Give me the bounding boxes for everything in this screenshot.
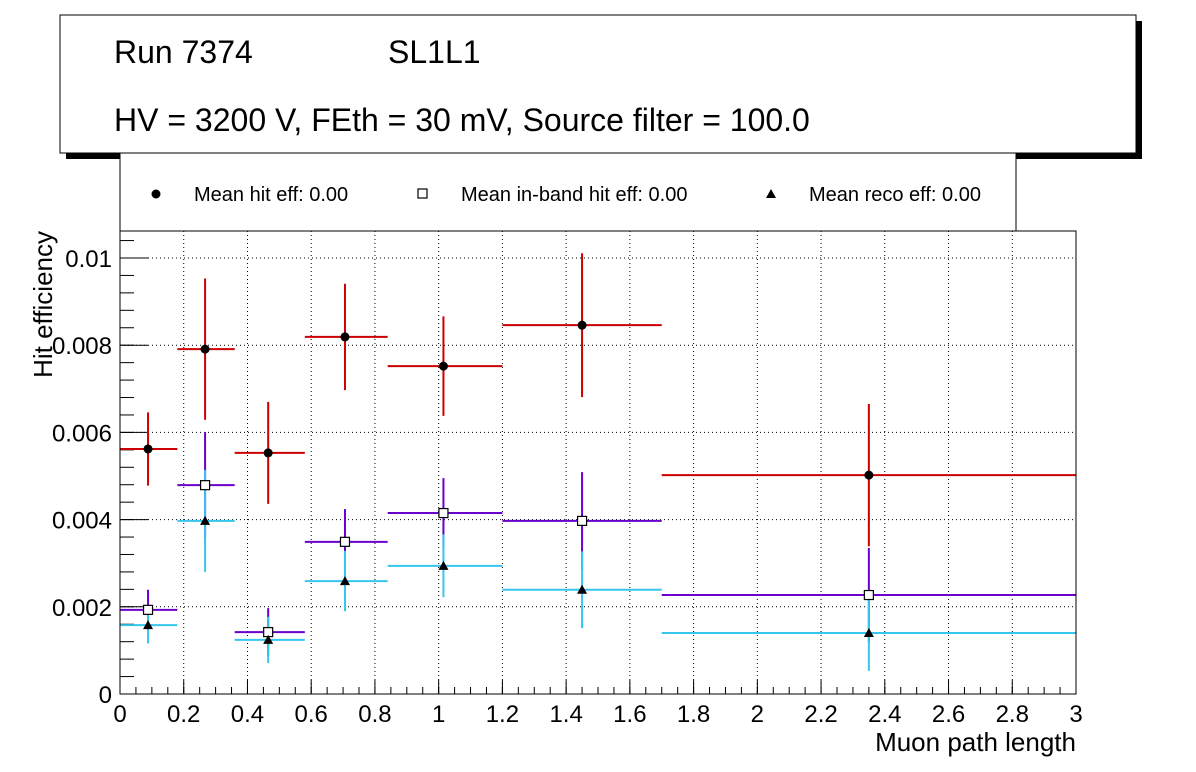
x-tick-label: 0	[113, 701, 126, 728]
y-tick-label: 0.004	[52, 508, 112, 535]
x-tick-label: 1.8	[677, 701, 710, 728]
x-tick-label: 2.6	[932, 701, 965, 728]
markers-1	[142, 480, 874, 638]
markers-0	[143, 320, 874, 480]
x-tick-label: 2	[751, 701, 764, 728]
data-point-reco	[438, 560, 449, 570]
legend-label-reco: Mean reco eff: 0.00	[809, 184, 981, 206]
data-point-reco	[863, 627, 874, 637]
y-tick-label: 0.002	[52, 595, 112, 622]
data-point-hit	[143, 444, 153, 454]
series-1	[120, 431, 1076, 657]
legend-marker-reco	[766, 189, 776, 198]
x-tick-label: 3	[1069, 701, 1082, 728]
x-tick-label: 1.4	[549, 701, 582, 728]
legend-box	[119, 152, 1017, 232]
series-group	[120, 253, 1076, 671]
data-point-reco	[339, 576, 350, 586]
y-tick-label: 0.01	[65, 246, 112, 273]
data-point-reco	[577, 584, 588, 594]
data-point-reco	[143, 620, 154, 630]
x-axis-label: Muon path length	[875, 727, 1076, 757]
data-point-hit	[864, 470, 874, 480]
data-point-inband	[142, 604, 154, 615]
x-tick-label: 2.8	[996, 701, 1029, 728]
plot-frame	[119, 230, 1077, 695]
data-point-inband	[863, 589, 874, 601]
data-point-hit	[438, 361, 448, 371]
data-point-reco	[263, 634, 274, 644]
legend-marker-inband	[417, 188, 428, 199]
x-tick-label: 0.8	[358, 701, 391, 728]
series-0	[120, 253, 1076, 547]
x-tick-label: 1.6	[613, 701, 646, 728]
run-label: Run 7374	[114, 34, 253, 70]
legend-label-hit: Mean hit eff: 0.00	[194, 184, 348, 206]
legend-label-inband: Mean in-band hit eff: 0.00	[461, 184, 687, 206]
y-axis-label: Hit efficiency	[28, 231, 58, 378]
x-tick-label: 1	[432, 701, 445, 728]
data-point-inband	[199, 480, 211, 491]
y-tick-label: 0.006	[52, 420, 112, 447]
legend-marker-hit	[151, 189, 161, 199]
x-tick-label: 2.4	[868, 701, 901, 728]
data-point-inband	[339, 536, 351, 547]
data-point-hit	[577, 320, 587, 330]
grid	[120, 231, 1076, 694]
data-point-inband	[576, 515, 588, 527]
data-point-reco	[200, 515, 211, 525]
axis-ticks: 0 0.2 0.4 0.6 0.8 1 1.2 1.4 1.6 1.8 2 2.2 2.4 2.6 2.8 3…	[52, 240, 1083, 728]
y-tick-label: 0	[99, 682, 112, 709]
data-point-hit	[200, 344, 210, 354]
markers-2	[143, 515, 874, 644]
x-tick-label: 1.2	[486, 701, 519, 728]
y-tick-label: 0.008	[52, 333, 112, 360]
x-tick-label: 0.2	[167, 701, 200, 728]
data-point-hit	[263, 448, 273, 458]
layer-label: SL1L1	[388, 34, 481, 70]
series-2	[120, 469, 1076, 671]
data-point-hit	[340, 332, 350, 342]
x-tick-label: 2.2	[804, 701, 837, 728]
data-point-inband	[438, 507, 449, 519]
title-box	[59, 14, 1137, 154]
conditions-label: HV = 3200 V, FEth = 30 mV, Source filter…	[114, 102, 810, 138]
x-tick-label: 0.4	[231, 701, 264, 728]
x-tick-label: 0.6	[295, 701, 328, 728]
